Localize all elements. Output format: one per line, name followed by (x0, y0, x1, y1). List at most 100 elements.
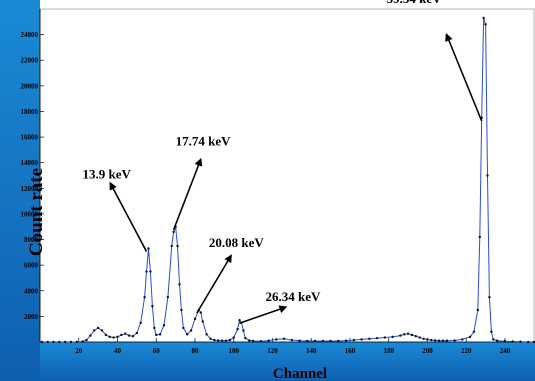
peak-annotations: 13.9 keV 17.74 keV 20.08 keV 26.34 keV 59.54… (82, 0, 483, 324)
data-point (139, 321, 142, 324)
data-point (313, 339, 317, 343)
x-tick-label: 60 (153, 347, 161, 355)
data-point (445, 339, 449, 342)
data-point (242, 329, 245, 332)
annotation-arrow (109, 181, 148, 252)
data-point (410, 333, 414, 337)
data-point (75, 340, 79, 344)
annotation-label: 20.08 keV (209, 235, 265, 250)
data-point (52, 340, 55, 344)
data-point (275, 338, 278, 341)
data-point (441, 339, 445, 342)
y-tick-label: 22000 (21, 57, 39, 65)
data-point (461, 338, 464, 341)
data-point (182, 326, 185, 330)
data-point (337, 339, 340, 343)
data-point (199, 311, 202, 314)
data-point (100, 329, 104, 332)
data-point (228, 338, 232, 342)
data-point (290, 338, 294, 342)
data-point (468, 335, 472, 339)
data-point (490, 330, 493, 333)
y-tick-label: 2000 (24, 313, 39, 321)
data-point (403, 333, 406, 336)
data-point (391, 335, 394, 339)
data-point (418, 336, 421, 339)
data-point (495, 339, 499, 342)
data-point (120, 333, 123, 337)
y-tick-label: 16000 (21, 134, 39, 142)
annotation-arrow (172, 157, 203, 231)
data-point (131, 335, 135, 338)
x-tick-label: 20 (75, 347, 83, 355)
x-tick-label: 40 (114, 347, 122, 355)
y-tick-label: 4000 (24, 287, 39, 295)
data-point (172, 230, 175, 234)
data-point (186, 333, 189, 336)
data-point (414, 335, 418, 338)
data-point (486, 174, 489, 177)
data-point (298, 339, 301, 342)
data-point (526, 340, 530, 344)
data-point (96, 326, 100, 330)
x-axis-band (40, 342, 535, 381)
data-point (46, 340, 49, 344)
data-point (238, 319, 241, 322)
y-tick-label: 10000 (21, 210, 39, 218)
data-point (58, 340, 61, 344)
data-point (352, 338, 356, 342)
x-tick-label: 140 (306, 347, 317, 355)
data-point (267, 339, 270, 342)
data-point (135, 331, 139, 335)
data-point (478, 235, 481, 239)
series-points (40, 16, 535, 344)
annotation-arrow (445, 33, 483, 122)
x-tick-label: 160 (345, 347, 356, 355)
data-point (104, 333, 108, 337)
y-axis-band (0, 0, 40, 381)
y-tick-label: 20000 (21, 82, 39, 90)
annotation-arrow (239, 305, 288, 324)
data-point (201, 320, 204, 323)
data-point (205, 333, 208, 336)
data-point (329, 339, 332, 343)
data-point (217, 339, 220, 342)
data-point (63, 340, 67, 344)
data-point (434, 339, 437, 342)
x-tick-label: 100 (228, 347, 239, 355)
data-point (153, 326, 156, 330)
data-point (453, 339, 456, 342)
y-tick-label: 6000 (24, 262, 39, 270)
data-point (127, 334, 131, 337)
data-point (368, 337, 371, 340)
data-point (89, 334, 92, 337)
data-point (321, 339, 325, 343)
data-point (209, 337, 212, 340)
y-tick-label: 12000 (21, 185, 39, 193)
y-tick-label: 18000 (21, 108, 39, 116)
data-point (344, 339, 348, 342)
data-point (166, 295, 170, 299)
data-point (484, 23, 487, 26)
data-point (472, 330, 476, 333)
data-point (375, 336, 379, 340)
data-point (251, 339, 255, 343)
data-point (189, 329, 193, 332)
x-tick-label: 120 (267, 347, 278, 355)
data-point (519, 340, 522, 343)
annotation-label: 17.74 keV (176, 134, 232, 149)
x-tick-label: 80 (191, 347, 199, 355)
data-point (93, 329, 96, 332)
data-point (85, 338, 88, 342)
data-point (360, 338, 363, 341)
data-point (69, 340, 73, 344)
data-point (399, 334, 402, 337)
data-point (147, 247, 150, 250)
data-point (176, 244, 179, 248)
data-point (282, 337, 286, 340)
data-point (476, 308, 480, 312)
x-tick-label: 200 (422, 347, 433, 355)
annotation-label: 59.54 keV (387, 0, 443, 6)
data-point (145, 270, 148, 273)
data-point (492, 338, 495, 341)
